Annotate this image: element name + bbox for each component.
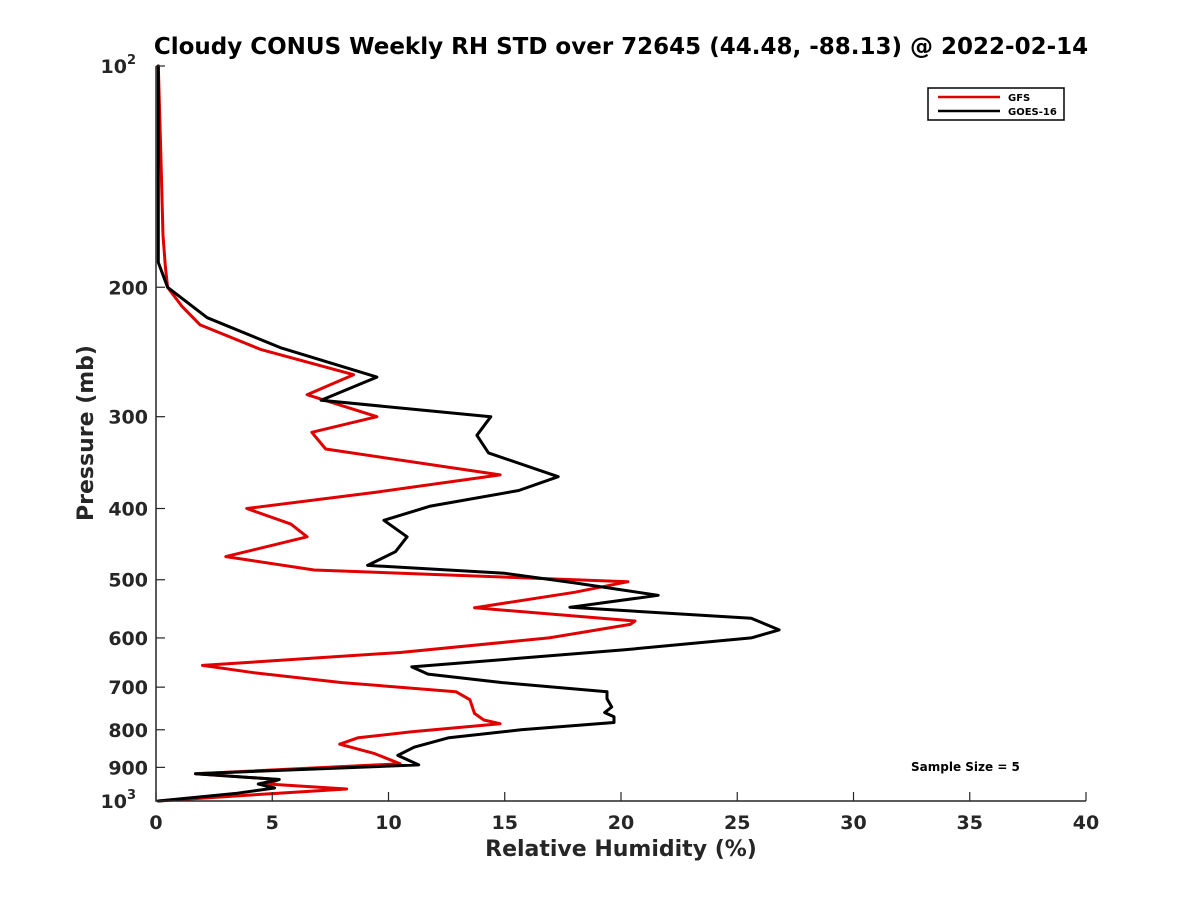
y-tick-label: 900 <box>108 757 148 779</box>
y-tick-exponent: 3 <box>127 788 136 803</box>
series-layer <box>156 64 781 803</box>
y-tick-label: 600 <box>108 628 148 650</box>
x-tick-label: 15 <box>492 812 518 834</box>
y-tick-label: 102 <box>101 53 137 78</box>
y-tick-exponent: 2 <box>127 53 136 68</box>
y-axis-ticks: 102 200 300 400 500 600 700 800 900 103 <box>101 53 165 813</box>
x-tick-label: 40 <box>1073 812 1099 834</box>
x-tick-label: 10 <box>375 812 401 834</box>
y-tick-label: 103 <box>101 788 137 813</box>
x-tick-label: 5 <box>266 812 279 834</box>
y-tick-label: 400 <box>108 499 148 521</box>
x-axis-ticks: 0 5 10 15 20 25 30 35 40 <box>149 792 1099 834</box>
x-tick-label: 35 <box>957 812 983 834</box>
x-tick-label: 20 <box>608 812 634 834</box>
y-tick-label: 300 <box>108 407 148 429</box>
y-tick-label: 500 <box>108 570 148 592</box>
x-axis-label: Relative Humidity (%) <box>485 837 757 862</box>
sample-size-annotation: Sample Size = 5 <box>911 760 1020 774</box>
legend-box <box>927 87 1065 121</box>
legend-label-gfs: GFS <box>1008 93 1030 104</box>
legend-label-goes16: GOES-16 <box>1008 107 1057 118</box>
series-line-goes16 <box>156 64 781 803</box>
y-axis-label: Pressure (mb) <box>74 345 99 521</box>
axes-frame <box>155 66 1086 802</box>
legend: GFS GOES-16 <box>927 87 1065 121</box>
y-tick-label: 700 <box>108 677 148 699</box>
x-tick-label: 0 <box>149 812 162 834</box>
series-line-gfs <box>156 64 637 803</box>
chart-title: Cloudy CONUS Weekly RH STD over 72645 (4… <box>154 34 1088 60</box>
y-tick-label: 200 <box>108 277 148 299</box>
y-tick-label: 800 <box>108 720 148 742</box>
x-tick-label: 25 <box>724 812 750 834</box>
x-tick-label: 30 <box>840 812 866 834</box>
